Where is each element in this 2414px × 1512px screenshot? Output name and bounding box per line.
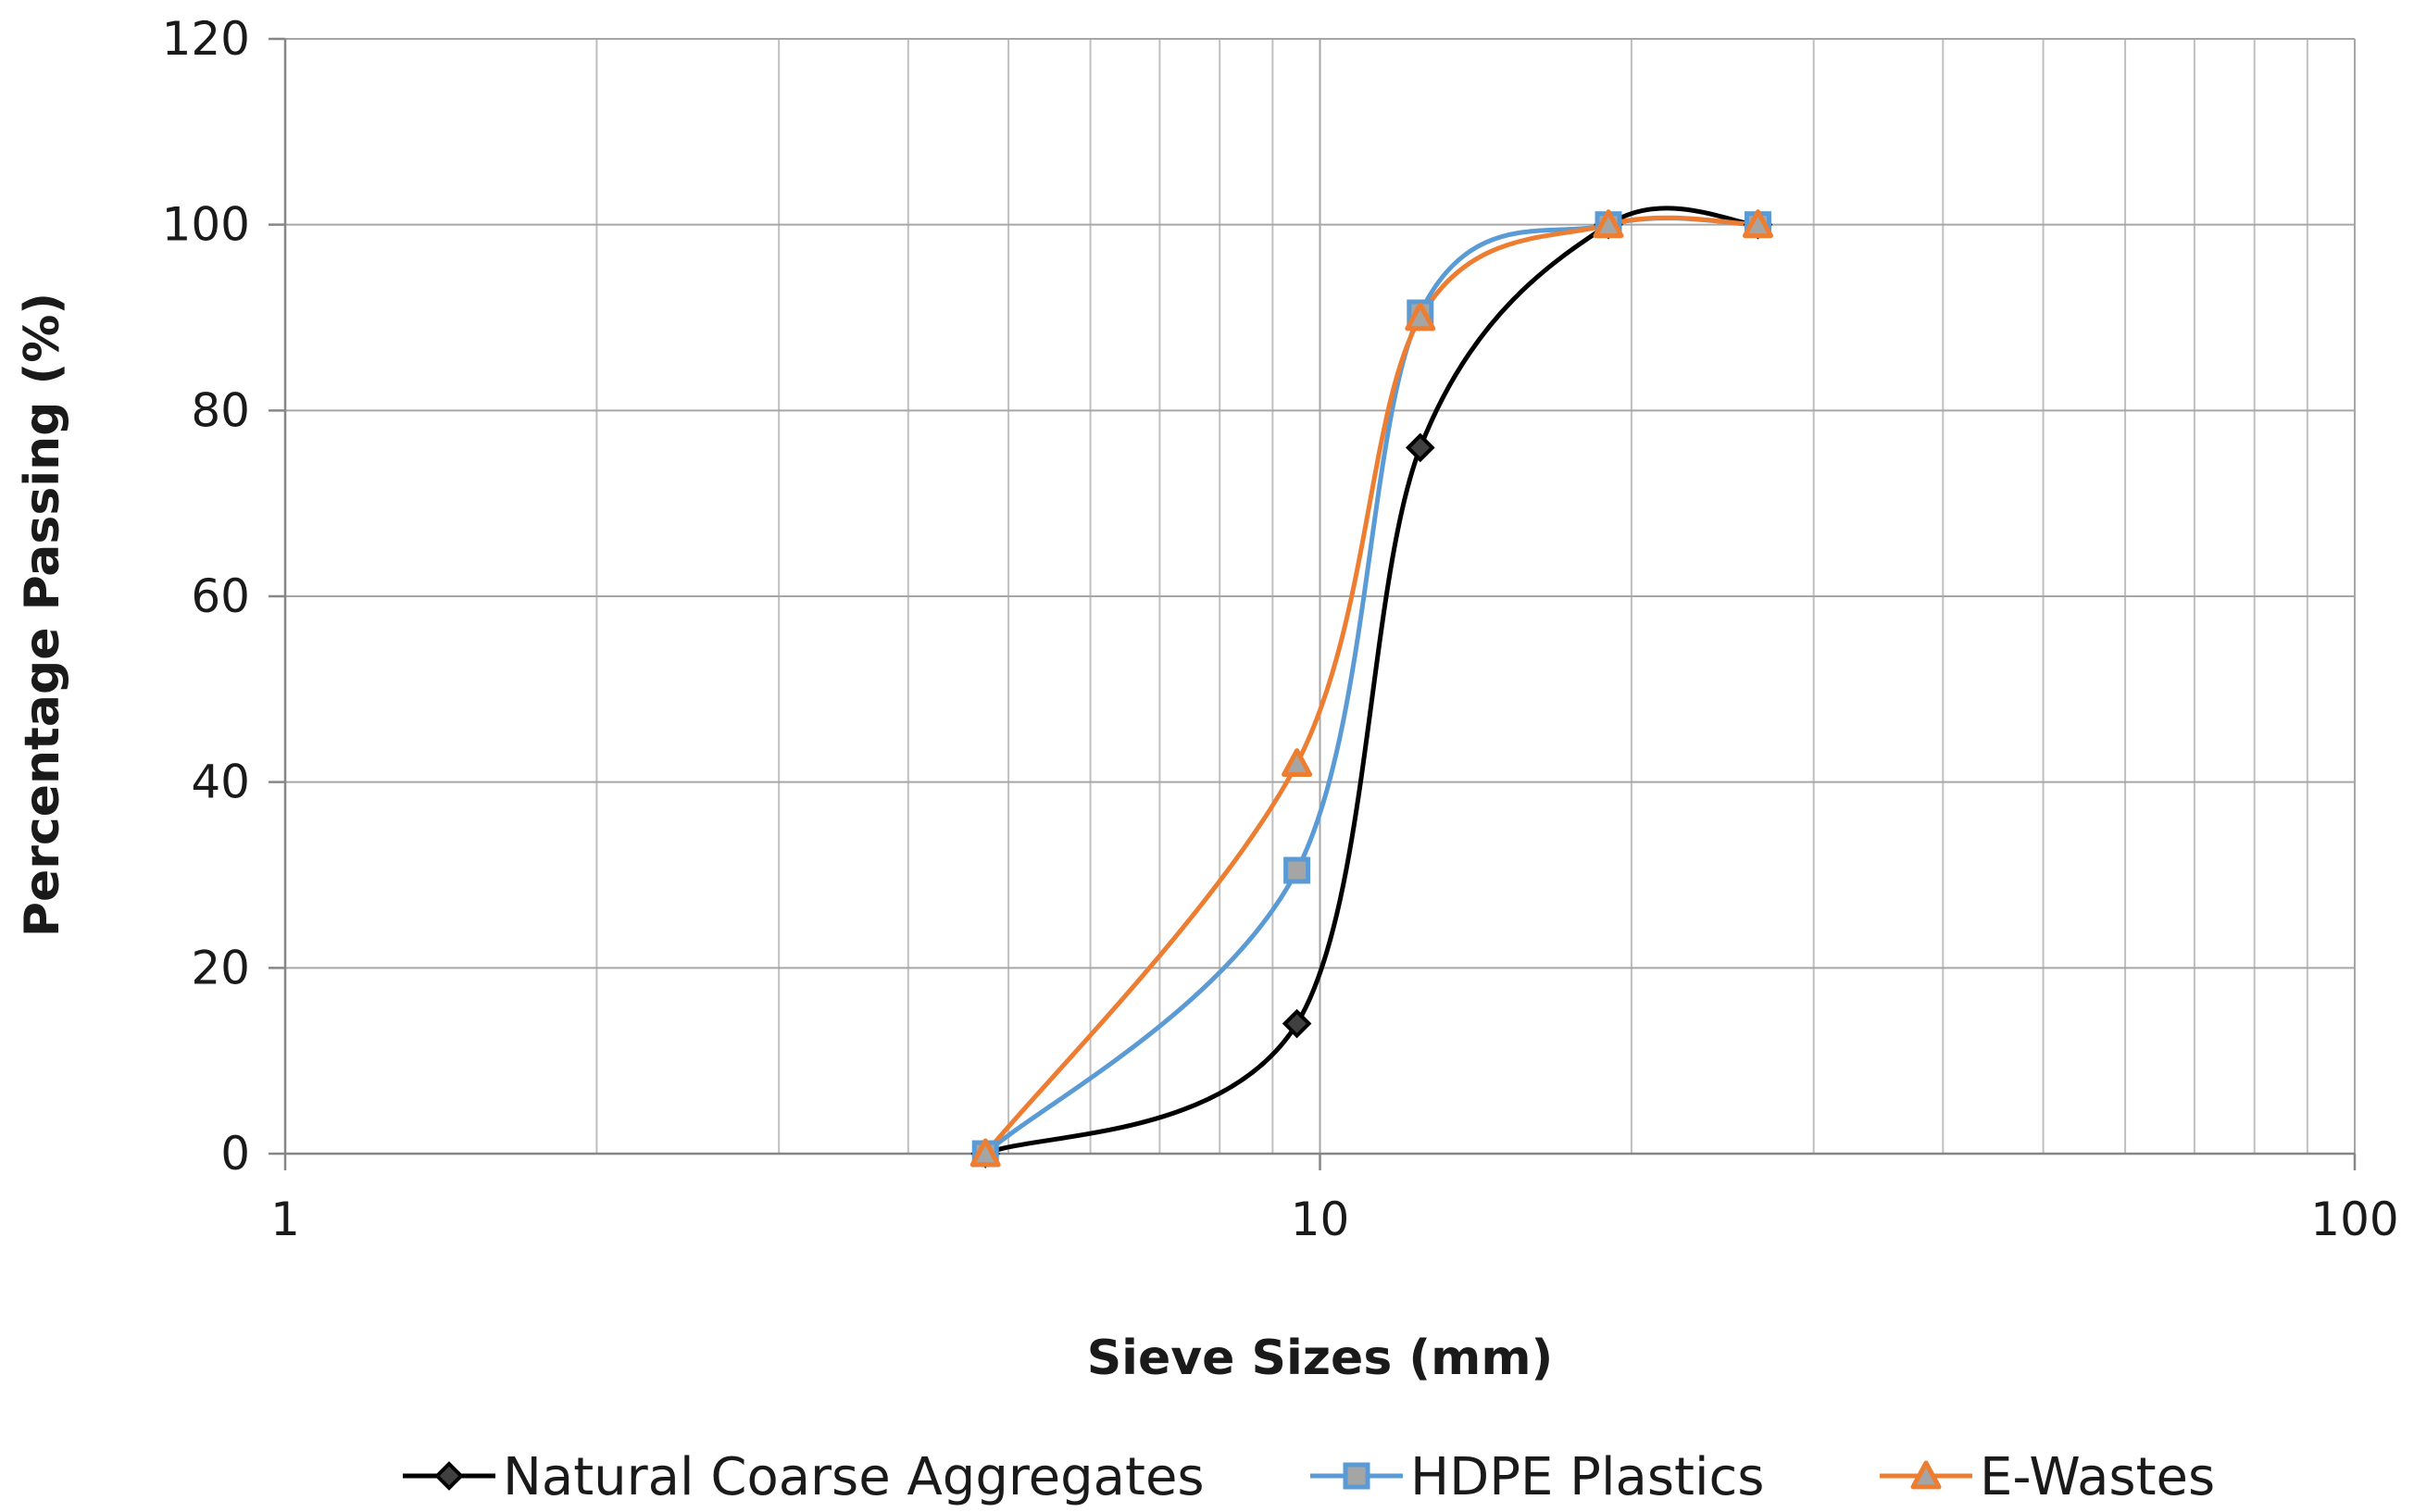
y-tick-label: 40 — [191, 756, 250, 809]
data-point-e-wastes — [969, 1138, 1001, 1168]
data-point-hdpe-plastics — [1283, 856, 1311, 884]
data-point-e-wastes — [1593, 209, 1624, 239]
x-axis-title: Sieve Sizes (mm) — [1087, 1331, 1554, 1386]
x-tick-label: 1 — [270, 1193, 300, 1246]
legend-swatch-marker — [1910, 1460, 1942, 1490]
x-tick-label: 10 — [1291, 1193, 1350, 1246]
legend-item-hdpe-plastics: HDPE Plastics — [1310, 1447, 1764, 1507]
y-tick-labels: 0 20 40 60 80 100 120 — [162, 12, 250, 1181]
y-axis-title: Percentage Passing (%) — [15, 293, 70, 937]
x-tick-labels: 1 10 100 — [270, 1193, 2399, 1246]
axes — [269, 37, 2357, 1170]
y-tick-label: 120 — [162, 12, 250, 66]
x-tick-label: 100 — [2310, 1193, 2398, 1246]
legend-label: E-Wastes — [1980, 1447, 2215, 1507]
legend-label: Natural Coarse Aggregates — [503, 1447, 1205, 1507]
legend-label: HDPE Plastics — [1410, 1447, 1764, 1507]
data-point-natural-coarse-aggregates — [1405, 432, 1435, 463]
data-point-e-wastes — [1282, 748, 1313, 777]
y-tick-label: 100 — [162, 198, 250, 252]
legend-item-e-wastes: E-Wastes — [1880, 1447, 2215, 1507]
data-point-e-wastes — [1405, 302, 1436, 331]
y-tick-label: 20 — [191, 941, 250, 994]
y-tick-label: 80 — [191, 383, 250, 437]
legend: Natural Coarse Aggregates HDPE Plastics E-… — [403, 1447, 2215, 1507]
legend-item-natural-coarse-aggregates: Natural Coarse Aggregates — [403, 1447, 1205, 1507]
legend-swatch-marker — [434, 1461, 464, 1491]
legend-swatch-marker — [1343, 1462, 1370, 1490]
series-markers — [969, 209, 1773, 1168]
data-point-natural-coarse-aggregates — [1282, 1008, 1312, 1039]
y-tick-label: 60 — [191, 569, 250, 623]
data-point-e-wastes — [1742, 209, 1773, 239]
y-tick-label: 0 — [220, 1127, 250, 1181]
